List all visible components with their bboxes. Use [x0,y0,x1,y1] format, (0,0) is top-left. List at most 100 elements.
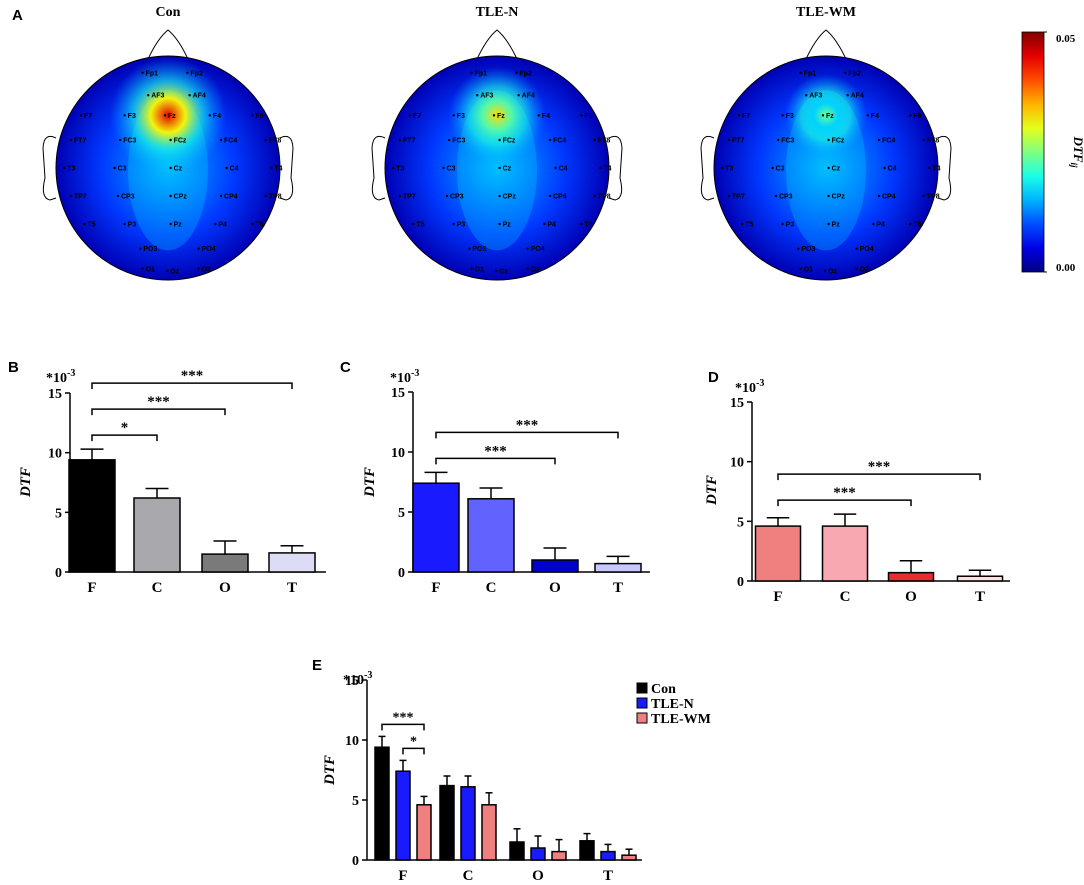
y-axis-label: DTF [322,755,338,786]
electrode-label: F3 [128,113,136,120]
colorbar-label-main: DTF [1071,135,1084,162]
electrode-label: F3 [786,113,794,120]
electrode-label: F4 [542,113,550,120]
x-tick-label: C [486,580,497,596]
y-tick-label: 5 [352,794,359,809]
bar [412,482,460,573]
electrode-label: P3 [128,222,137,229]
electrode [83,222,86,226]
electrode-label: O1 [146,266,155,273]
x-tick-label: F [431,580,440,596]
electrode-label: T5 [416,222,424,229]
electrode [580,222,583,226]
electrode-label: PO3 [472,246,486,253]
electrode [771,166,774,170]
electrode [827,194,830,198]
electrode [123,222,126,226]
ear [608,135,623,201]
electrode [264,138,267,142]
electrode [169,194,172,198]
electrode [116,194,120,198]
electrode [517,94,520,97]
electrode-label: Fz [497,113,505,120]
legend-swatch [636,682,648,694]
electrode-label: F8 [255,113,263,120]
electrode [909,114,912,117]
scale-label: *10-3 [46,368,75,386]
electrode [498,138,501,142]
electrode [69,138,73,142]
scale-exponent: -3 [67,368,75,379]
electrode-label: AF4 [522,93,535,100]
electrode [593,138,596,142]
electrode [498,222,501,226]
electrode-label: AF4 [193,93,206,100]
electrode [821,114,825,117]
electrode [251,222,254,226]
electrode [169,166,172,170]
electrode [498,166,501,170]
electrode [197,267,200,270]
electrode [781,114,784,117]
electrode [824,269,827,273]
electrode-label: T3 [396,166,404,173]
electrode-label: TP8 [269,194,282,201]
electrode-label: CP4 [224,194,238,201]
panel-letter: C [340,359,351,376]
y-axis-label: DTF [704,475,720,506]
map-title: TLE-N [476,5,519,20]
significance-label: *** [484,443,507,459]
electrode-label: T5 [745,222,753,229]
electrode-label: Pz [503,222,512,229]
electrode-label: T6 [255,222,263,229]
electrode [251,114,254,117]
electrode [492,114,496,117]
electrode [139,247,142,250]
electrode-label: FC4 [553,138,566,145]
electrode-label: CP3 [779,194,793,201]
x-tick-label: T [613,580,623,596]
bar [551,850,567,861]
legend-swatch [636,697,648,709]
electrode-label: FC3 [781,138,794,145]
electrode [872,222,875,226]
electrode-label: Fz [826,113,834,120]
electrode-label: C3 [776,166,785,173]
electrode-label: P3 [786,222,795,229]
electrode [62,166,66,170]
electrode [412,222,415,226]
scale-exponent: -3 [756,378,764,389]
electrode-label: FT8 [927,138,940,145]
legend-label: TLE-WM [651,712,711,727]
electrode-label: FC4 [224,138,237,145]
x-tick-label: O [905,589,917,605]
electrode-label: TP7 [732,194,745,201]
significance-label: * [121,420,129,436]
bar [374,746,390,861]
electrode [799,71,802,75]
electrode-label: Oz [170,269,179,276]
electrode-label: TP8 [927,194,940,201]
electrode-label: FC3 [123,138,136,145]
significance-label: *** [516,417,539,433]
electrode-label: F7 [84,113,92,120]
electrode-label: Cz [174,166,183,173]
electrode-label: FT8 [269,138,282,145]
electrode-label: FCz [174,138,187,145]
colorbar-label-sub: ij [1069,162,1079,168]
electrode [526,247,529,250]
scale-base: *10 [735,381,756,396]
colorbar [1021,31,1045,273]
electrode [548,138,552,142]
electrode [186,71,189,75]
electrode-label: CPz [174,194,188,201]
electrode [166,269,169,273]
x-tick-label: T [287,580,297,596]
electrode-label: CP4 [882,194,896,201]
electrode [774,194,778,198]
electrode-label: Cz [503,166,512,173]
panel-letter: D [708,369,719,386]
electrode [119,138,122,142]
electrode-label: C4 [888,166,897,173]
